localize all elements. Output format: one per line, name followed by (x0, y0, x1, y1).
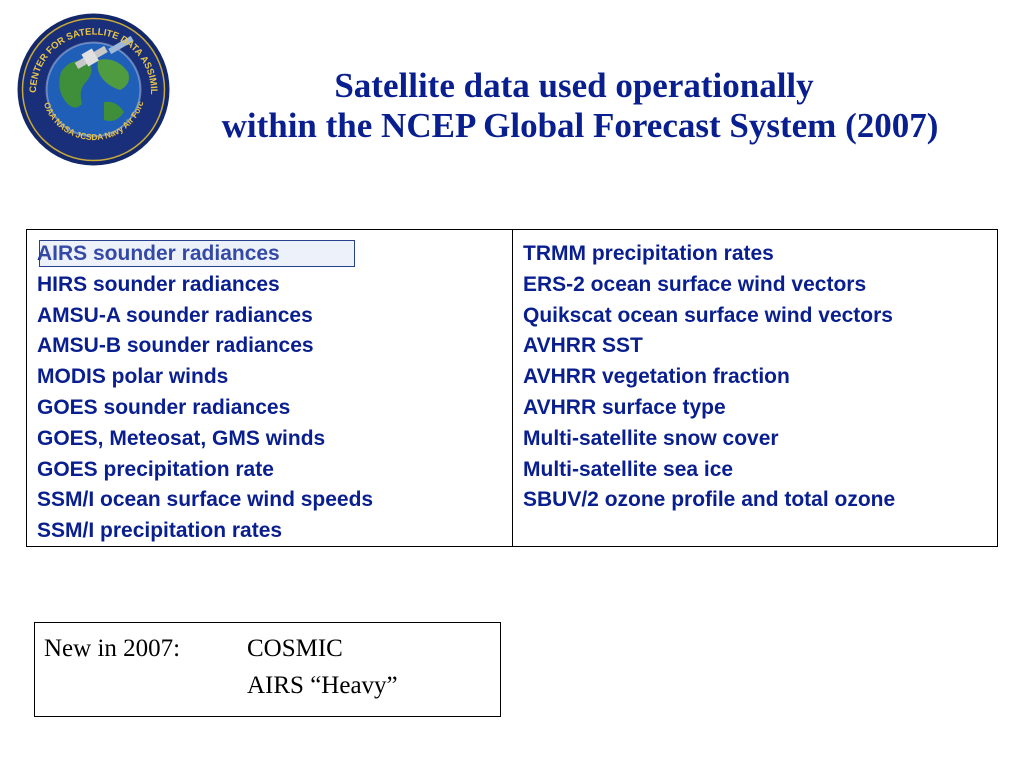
title-line-2: within the NCEP Global Forecast System (… (221, 106, 939, 145)
list-item: AVHRR surface type (523, 395, 726, 419)
list-item: Multi-satellite sea ice (523, 457, 734, 481)
list-item: Multi-satellite snow cover (523, 426, 779, 450)
list-item: AVHRR vegetation fraction (523, 365, 790, 389)
list-item: AMSU-B sounder radiances (37, 334, 314, 358)
list-item: GOES, Meteosat, GMS winds (37, 426, 326, 450)
slide-title: Satellite data used operationally within… (150, 66, 1010, 146)
table-right-column: TRMM precipitation rates ERS-2 ocean sur… (513, 230, 997, 546)
list-item: SSM/I precipitation rates (37, 519, 283, 543)
list-item: TRMM precipitation rates (523, 242, 774, 265)
list-item: HIRS sounder radiances (37, 272, 280, 296)
list-item: ERS-2 ocean surface wind vectors (523, 272, 867, 296)
satellite-data-table: AIRS sounder radiances HIRS sounder radi… (26, 229, 998, 547)
satellite-icon (74, 35, 134, 69)
new-item: COSMIC (247, 635, 343, 662)
jcsda-logo-graphic: JOINT CENTER FOR SATELLITE DATA ASSIMILA… (12, 4, 170, 166)
list-item: AVHRR SST (523, 334, 643, 358)
list-item: AMSU-A sounder radiances (37, 303, 313, 327)
new-item: AIRS “Heavy” (247, 672, 398, 699)
list-item: MODIS polar winds (37, 365, 229, 389)
jcsda-logo: JOINT CENTER FOR SATELLITE DATA ASSIMILA… (12, 4, 171, 167)
new-in-2007-box: New in 2007: COSMIC AIRS “Heavy” (34, 622, 501, 717)
list-item: GOES precipitation rate (37, 457, 274, 481)
list-item: GOES sounder radiances (37, 395, 291, 419)
table-left-column: AIRS sounder radiances HIRS sounder radi… (27, 230, 513, 546)
list-item: SBUV/2 ozone profile and total ozone (523, 488, 896, 512)
title-line-1: Satellite data used operationally (334, 66, 814, 105)
new-label: New in 2007: (44, 635, 181, 662)
list-item: AIRS sounder radiances (37, 239, 512, 270)
list-item: Quikscat ocean surface wind vectors (523, 303, 893, 327)
list-item: SSM/I ocean surface wind speeds (37, 488, 374, 512)
